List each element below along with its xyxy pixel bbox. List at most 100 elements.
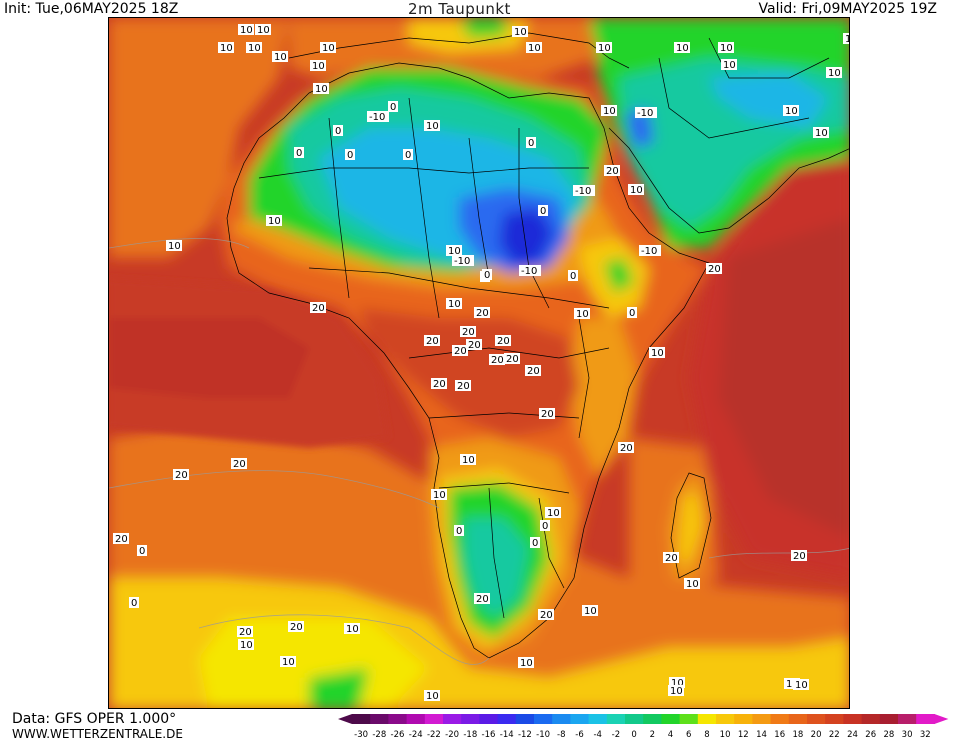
contour-label-text: 10 [257, 25, 270, 36]
contour-label-text: 20 [454, 346, 467, 357]
contour-label-text: 10 [433, 490, 446, 501]
contour-label-bg [663, 552, 679, 563]
contour-label-bg [231, 458, 247, 469]
contour-label-bg [446, 245, 462, 256]
contour-label-text: 0 [528, 138, 534, 149]
contour-label-bg [173, 469, 189, 480]
contour-label: 10 [793, 679, 809, 691]
data-source: Data: GFS OPER 1.000° [12, 711, 177, 727]
contour-label-text: 10 [240, 25, 253, 36]
contour-label: 10 [668, 685, 684, 697]
scale-tick-label: -18 [463, 730, 477, 740]
contour-label-text: 10 [786, 679, 799, 690]
contour-label-bg [424, 690, 440, 701]
contour-label: 20 [474, 593, 490, 605]
contour-label: 20 [466, 339, 482, 351]
contour-label: -10 [519, 265, 541, 277]
contour-label: 20 [231, 458, 247, 470]
contour-label-text: 20 [433, 379, 446, 390]
scale-color-bin [788, 714, 808, 724]
scale-tick-label: 20 [811, 730, 822, 740]
contour-label-bg [272, 51, 288, 62]
contour-label-bg [474, 307, 490, 318]
contour-label-bg [538, 609, 554, 620]
contour-label-text: 20 [793, 551, 806, 562]
contour-label-bg [489, 354, 505, 365]
scale-tick-label: 6 [686, 730, 691, 740]
scale-tick-label: 2 [650, 730, 655, 740]
contour-label: 10 [280, 656, 296, 668]
contour-label-text: 20 [506, 354, 519, 365]
border-line-11 [538, 497, 565, 589]
scale-tick-label: 28 [883, 730, 894, 740]
contour-label-text: -10 [641, 246, 657, 257]
contour-label-bg [237, 626, 253, 637]
scale-color-bin [352, 714, 371, 724]
contour-label-bg [674, 42, 690, 53]
contour-label: 0 [627, 307, 637, 319]
contour-label-text: 20 [426, 336, 439, 347]
contour-label-bg [218, 42, 234, 53]
scale-tick-label: 0 [631, 730, 636, 740]
scale-color-bin [679, 714, 699, 724]
contour-label: 10 [674, 42, 690, 54]
contour-label-bg [482, 269, 492, 280]
contour-label: 0 [129, 597, 139, 609]
mediterranean-north-coast [288, 32, 630, 69]
contour-label-bg [628, 184, 644, 195]
contour-label: 20 [539, 408, 555, 420]
website-credit: WWW.WETTERZENTRALE.DE [12, 727, 183, 741]
contour-label-bg [627, 307, 637, 318]
contour-label: 0 [294, 147, 304, 159]
scale-color-bin [570, 714, 590, 724]
contour-label-bg [813, 127, 829, 138]
map-labels: 10 10 10 10 10 10 10 10 10 10 10 10 10 10 10 10 10 10 10 10… [113, 24, 849, 702]
contour-label-text: 20 [708, 264, 721, 275]
contour-label-text: 20 [457, 381, 470, 392]
scale-color-bin [697, 714, 717, 724]
contour-label-text: 20 [462, 327, 475, 338]
border-line-3 [408, 97, 440, 319]
contour-label-bg [424, 335, 440, 346]
contour-label: 20 [113, 533, 129, 545]
scale-color-bin [807, 714, 826, 724]
scale-color-bin [843, 714, 863, 724]
contour-label: 20 [474, 307, 490, 319]
contour-label: 0 [530, 537, 540, 549]
contour-label-bg [246, 42, 262, 53]
contour-label-bg [635, 107, 657, 118]
contour-label-bg [784, 678, 800, 689]
contour-label: 10 [166, 240, 182, 252]
contour-label-text: 10 [528, 43, 541, 54]
contour-label-text: 20 [239, 627, 252, 638]
contour-label-bg [474, 593, 490, 604]
contour-label-bg [601, 105, 617, 116]
scale-color-bin [552, 714, 571, 724]
scale-tick-label: -14 [500, 730, 514, 740]
contour-label-text: 10 [168, 241, 181, 252]
contour-label-bg [280, 656, 296, 667]
contour-label-bg [539, 408, 555, 419]
contour-label-text: 10 [603, 106, 616, 117]
contour-label: 10 [826, 67, 842, 79]
contour-label: 20 [424, 335, 440, 347]
scale-color-bin [643, 714, 662, 724]
contour-label: 10 [238, 639, 254, 651]
contour-label: 20 [791, 550, 807, 562]
scale-tick-label: -12 [518, 730, 532, 740]
contour-label: 10 [320, 42, 336, 54]
border-line-7 [408, 347, 610, 359]
contour-label: 10 [431, 489, 447, 501]
contour-label-text: 20 [115, 534, 128, 545]
contour-label-text: 20 [527, 366, 540, 377]
contour-20-south [109, 470, 440, 509]
contour-label-bg [113, 533, 129, 544]
contour-label-bg [518, 657, 534, 668]
contour-label: 10 [424, 120, 440, 132]
color-scale: -30 -28 -26 -24 -22 -20 -18 -16 -14 -12 -10 -8 -6 -4-… [338, 714, 949, 740]
contour-label: 0 [568, 270, 578, 282]
contour-label-text: 10 [630, 185, 643, 196]
contour-label-bg [826, 67, 842, 78]
scale-tick-label: 32 [920, 730, 931, 740]
contour-label: 10 [684, 578, 700, 590]
